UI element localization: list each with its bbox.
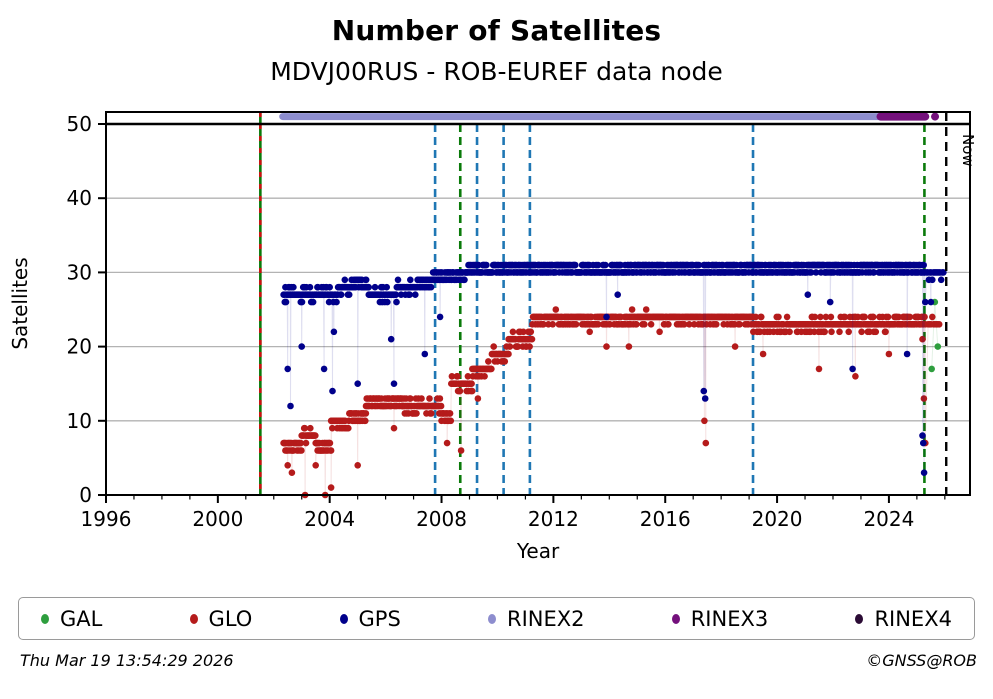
y-tick-label-0: 0 — [79, 483, 92, 507]
x-tick-label-2012: 2012 — [528, 507, 579, 531]
x-tick-label-2004: 2004 — [304, 507, 355, 531]
y-axis-label: Satellites — [8, 257, 32, 349]
series-glo — [280, 306, 943, 499]
credit-text: ©GNSS@ROB — [866, 651, 977, 670]
legend-label: GAL — [60, 606, 103, 631]
legend-label: GLO — [208, 606, 253, 631]
connector-glo — [283, 309, 940, 496]
legend-item-gal: GAL — [41, 607, 102, 631]
x-tick-label-2008: 2008 — [416, 507, 467, 531]
now-label: Now — [959, 134, 977, 167]
plot-root: Now 0 10 20 30 40 50 1996 2000 2004 2008 2012 2016 20… — [8, 111, 977, 563]
legend: GAL GLO GPS RINEX2 RINEX3 RINEX4 — [18, 597, 975, 640]
legend-item-glo: GLO — [189, 606, 253, 631]
y-tick-label-40: 40 — [67, 186, 92, 210]
legend-label: RINEX4 — [874, 606, 952, 631]
y-tick-label-30: 30 — [67, 260, 92, 284]
legend-item-rinex2: RINEX2 — [488, 607, 585, 631]
page-title: Number of Satellites — [331, 14, 662, 47]
series-gps — [280, 261, 947, 477]
rinex4-marker-icon — [855, 613, 864, 624]
gps-marker-icon — [339, 613, 348, 624]
satellite-chart: Now 0 10 20 30 40 50 1996 2000 2004 2008 2012 2016 20… — [8, 111, 977, 563]
y-tick-label-20: 20 — [67, 335, 92, 359]
connector-gal — [931, 302, 939, 369]
legend-item-gps: GPS — [339, 606, 401, 631]
legend-label: GPS — [358, 606, 401, 631]
x-tick-label-2020: 2020 — [752, 507, 803, 531]
point-rinex3 — [931, 112, 940, 121]
legend-item-rinex4: RINEX4 — [855, 607, 952, 631]
rinex2-marker-icon — [488, 613, 496, 624]
x-tick-label-2000: 2000 — [192, 507, 243, 531]
page-subtitle: MDVJ00RUS - ROB-EUREF data node — [270, 57, 723, 86]
legend-item-rinex3: RINEX3 — [671, 606, 769, 631]
x-tick-label-1996: 1996 — [81, 507, 132, 531]
glo-marker-icon — [189, 613, 198, 624]
x-tick-label-2016: 2016 — [640, 507, 691, 531]
y-tick-label-50: 50 — [67, 112, 92, 136]
plot-timestamp: Thu Mar 19 13:54:29 2026 — [20, 651, 234, 670]
legend-label: RINEX3 — [690, 606, 769, 631]
y-tick-label-10: 10 — [67, 409, 92, 433]
rinex3-marker-icon — [671, 613, 680, 624]
x-axis-label: Year — [516, 539, 560, 563]
x-tick-label-2024: 2024 — [863, 507, 914, 531]
legend-label: RINEX2 — [507, 606, 585, 631]
plot-frame — [105, 111, 971, 496]
gal-marker-icon — [41, 613, 49, 624]
